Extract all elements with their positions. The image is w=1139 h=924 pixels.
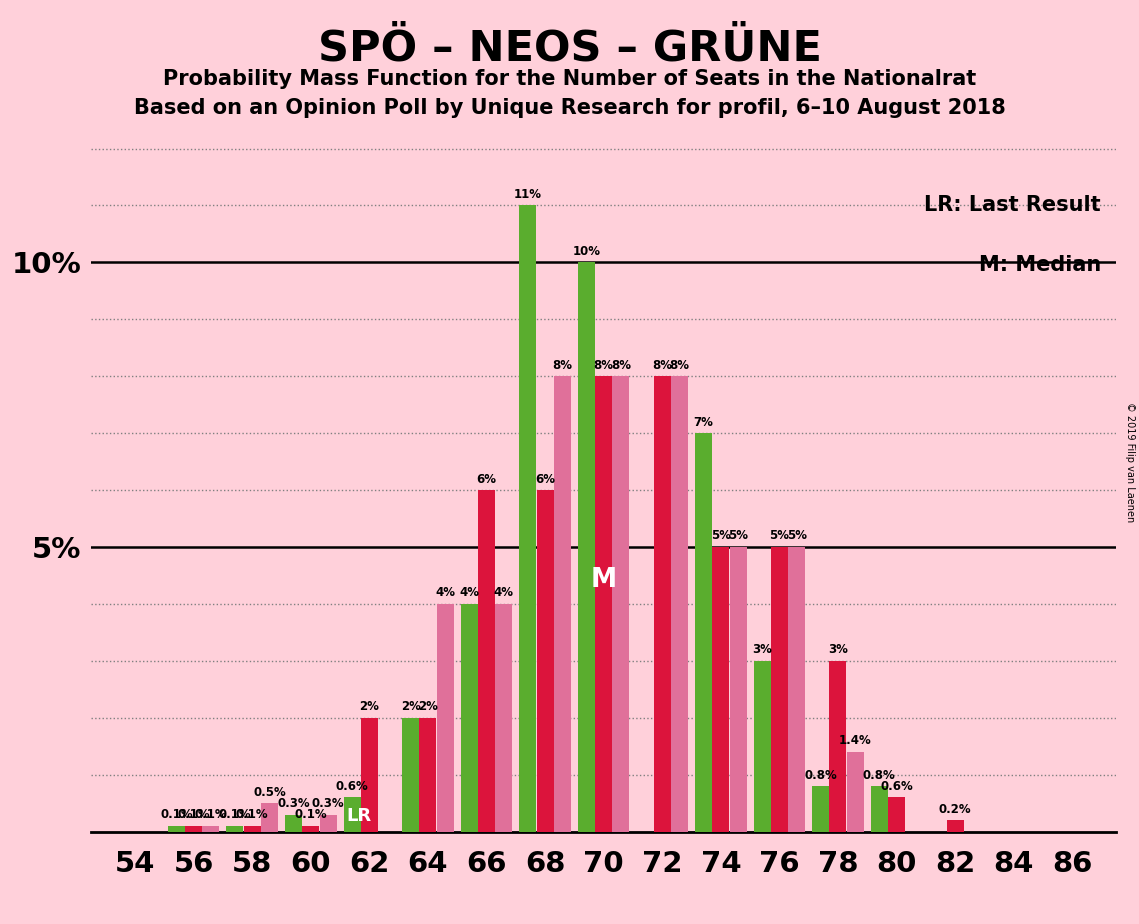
Bar: [871, 786, 887, 832]
Text: 2%: 2%: [401, 700, 420, 713]
Text: 8%: 8%: [552, 359, 573, 371]
Text: M: M: [591, 566, 616, 592]
Bar: [167, 826, 185, 832]
Text: 5%: 5%: [770, 529, 789, 542]
Text: 5%: 5%: [711, 529, 731, 542]
Text: 8%: 8%: [611, 359, 631, 371]
Bar: [829, 661, 846, 832]
Bar: [554, 376, 571, 832]
Bar: [671, 376, 688, 832]
Text: 11%: 11%: [514, 188, 542, 201]
Bar: [419, 718, 436, 832]
Bar: [285, 815, 302, 832]
Bar: [695, 433, 712, 832]
Text: 6%: 6%: [535, 472, 555, 485]
Text: 3%: 3%: [828, 643, 847, 656]
Text: 0.1%: 0.1%: [195, 808, 227, 821]
Text: 4%: 4%: [494, 587, 514, 600]
Text: 3%: 3%: [752, 643, 772, 656]
Bar: [596, 376, 612, 832]
Bar: [754, 661, 771, 832]
Text: © 2019 Filip van Laenen: © 2019 Filip van Laenen: [1125, 402, 1134, 522]
Text: 0.1%: 0.1%: [178, 808, 210, 821]
Text: 0.5%: 0.5%: [253, 785, 286, 798]
Text: LR: Last Result: LR: Last Result: [924, 195, 1100, 214]
Text: 6%: 6%: [476, 472, 497, 485]
Bar: [846, 752, 863, 832]
Text: SPÖ – NEOS – GRÜNE: SPÖ – NEOS – GRÜNE: [318, 28, 821, 69]
Bar: [436, 604, 453, 832]
Text: 0.1%: 0.1%: [219, 808, 252, 821]
Text: 10%: 10%: [573, 245, 600, 258]
Text: 0.3%: 0.3%: [277, 797, 310, 810]
Bar: [344, 797, 361, 832]
Text: 0.8%: 0.8%: [804, 769, 837, 782]
Bar: [888, 797, 906, 832]
Bar: [495, 604, 513, 832]
Text: 0.8%: 0.8%: [863, 769, 895, 782]
Bar: [261, 803, 278, 832]
Text: 0.1%: 0.1%: [161, 808, 192, 821]
Text: 0.2%: 0.2%: [939, 803, 972, 816]
Bar: [712, 547, 729, 832]
Text: 0.3%: 0.3%: [312, 797, 344, 810]
Bar: [577, 262, 595, 832]
Bar: [812, 786, 829, 832]
Bar: [947, 821, 964, 832]
Text: 1.4%: 1.4%: [839, 735, 871, 748]
Bar: [361, 718, 378, 832]
Text: Based on an Opinion Poll by Unique Research for profil, 6–10 August 2018: Based on an Opinion Poll by Unique Resea…: [133, 98, 1006, 118]
Bar: [478, 490, 495, 832]
Text: Probability Mass Function for the Number of Seats in the Nationalrat: Probability Mass Function for the Number…: [163, 69, 976, 90]
Bar: [244, 826, 261, 832]
Text: 2%: 2%: [360, 700, 379, 713]
Text: 7%: 7%: [694, 416, 713, 429]
Text: 8%: 8%: [593, 359, 614, 371]
Bar: [654, 376, 671, 832]
Text: 0.6%: 0.6%: [336, 780, 368, 793]
Text: M: Median: M: Median: [978, 255, 1100, 275]
Text: LR: LR: [346, 807, 371, 825]
Bar: [771, 547, 788, 832]
Text: 4%: 4%: [435, 587, 456, 600]
Bar: [186, 826, 202, 832]
Bar: [302, 826, 319, 832]
Bar: [519, 205, 536, 832]
Bar: [227, 826, 244, 832]
Bar: [730, 547, 746, 832]
Bar: [320, 815, 336, 832]
Text: 2%: 2%: [418, 700, 437, 713]
Bar: [788, 547, 805, 832]
Text: 0.1%: 0.1%: [295, 808, 327, 821]
Text: 0.6%: 0.6%: [880, 780, 913, 793]
Text: 0.1%: 0.1%: [236, 808, 269, 821]
Bar: [402, 718, 419, 832]
Text: 5%: 5%: [728, 529, 748, 542]
Text: 8%: 8%: [670, 359, 689, 371]
Text: 5%: 5%: [787, 529, 806, 542]
Text: 8%: 8%: [653, 359, 672, 371]
Bar: [203, 826, 220, 832]
Text: 4%: 4%: [459, 587, 480, 600]
Bar: [461, 604, 477, 832]
Bar: [613, 376, 630, 832]
Bar: [536, 490, 554, 832]
